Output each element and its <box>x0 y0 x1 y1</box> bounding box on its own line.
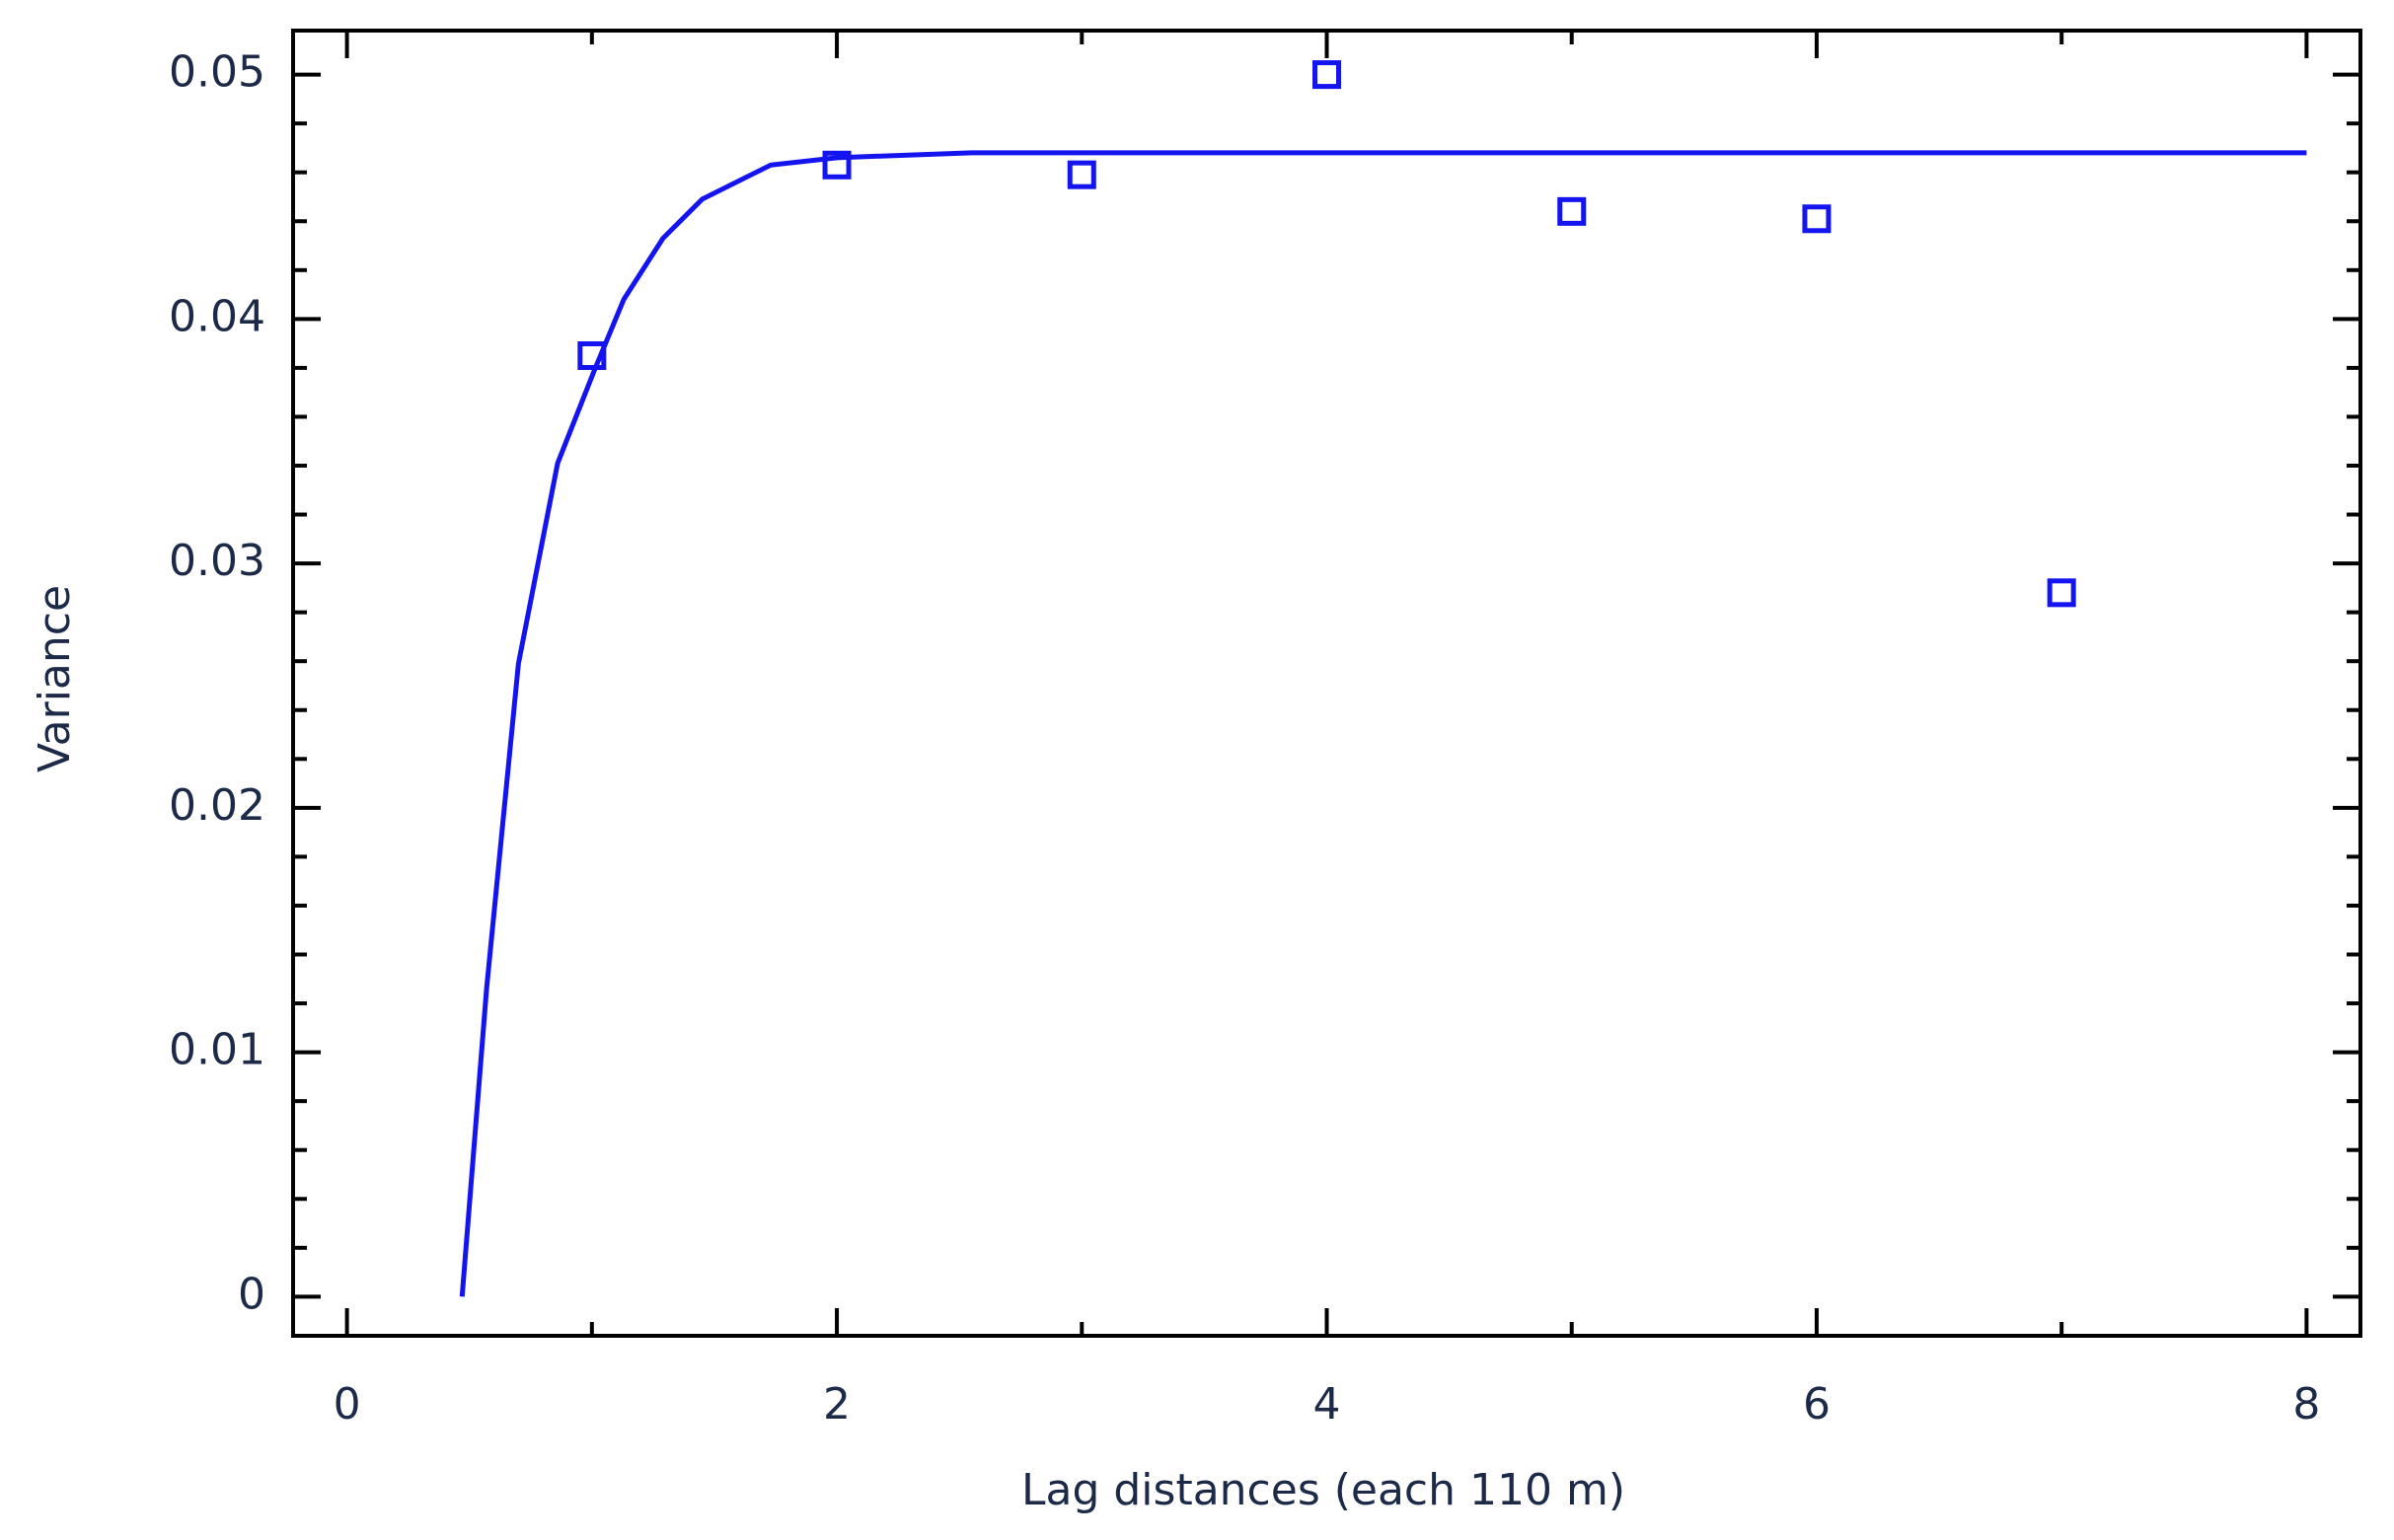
y-tick-label: 0 <box>238 1269 265 1319</box>
point <box>1802 204 1832 234</box>
plot-frame <box>291 29 2362 1338</box>
y-tick-label: 0.05 <box>169 47 265 98</box>
point <box>577 341 607 371</box>
y-tick-label: 0.04 <box>169 291 265 341</box>
point <box>2047 578 2076 608</box>
y-tick-label: 0.02 <box>169 780 265 831</box>
y-axis-label: Variance <box>30 585 80 772</box>
point <box>822 150 852 180</box>
point <box>1067 160 1096 189</box>
y-tick-label: 0.01 <box>169 1025 265 1075</box>
x-tick-label: 0 <box>334 1379 361 1430</box>
point <box>1312 60 1341 90</box>
x-tick-label: 2 <box>823 1379 851 1430</box>
x-tick-label: 4 <box>1313 1379 1341 1430</box>
x-axis-label: Lag distances (each 110 m) <box>1021 1465 1625 1515</box>
point <box>1557 196 1587 226</box>
y-tick-label: 0.03 <box>169 536 265 586</box>
x-tick-label: 6 <box>1803 1379 1831 1430</box>
x-tick-label: 8 <box>2292 1379 2320 1430</box>
fit-line <box>459 150 2307 1297</box>
